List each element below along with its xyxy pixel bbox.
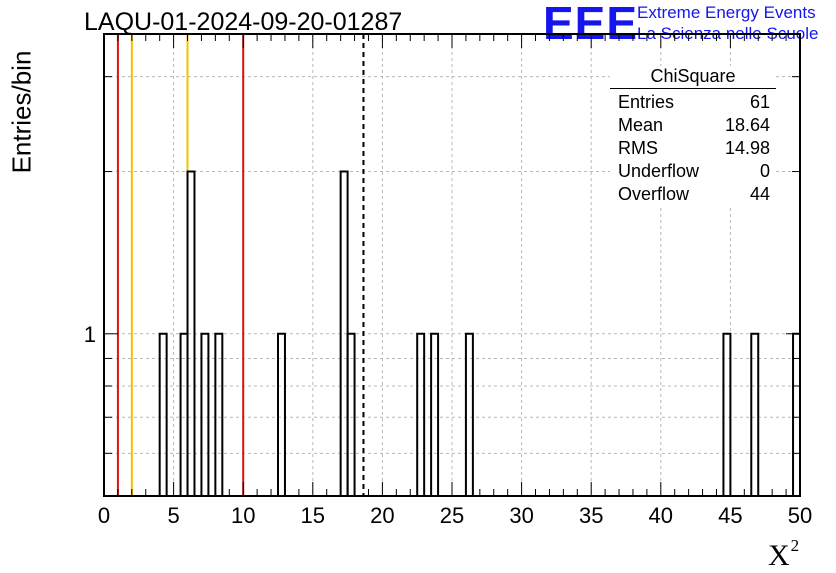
x-tick-label: 10 bbox=[231, 503, 255, 528]
stats-row-entries: Entries 61 bbox=[610, 91, 776, 114]
stats-row-mean: Mean 18.64 bbox=[610, 114, 776, 137]
x-tick-label: 25 bbox=[440, 503, 464, 528]
x-tick-label: 15 bbox=[301, 503, 325, 528]
x-tick-label: 0 bbox=[98, 503, 110, 528]
x-tick-label: 50 bbox=[788, 503, 812, 528]
x-tick-label: 5 bbox=[167, 503, 179, 528]
stats-title: ChiSquare bbox=[610, 66, 776, 89]
stats-row-underflow: Underflow 0 bbox=[610, 160, 776, 183]
y-tick-label: 1 bbox=[84, 322, 96, 347]
x-tick-label: 30 bbox=[509, 503, 533, 528]
x-tick-label: 45 bbox=[718, 503, 742, 528]
x-tick-label: 35 bbox=[579, 503, 603, 528]
stats-box: ChiSquare Entries 61 Mean 18.64 RMS 14.98 U… bbox=[610, 66, 776, 206]
stats-row-overflow: Overflow 44 bbox=[610, 183, 776, 206]
x-tick-label: 20 bbox=[370, 503, 394, 528]
x-tick-label: 40 bbox=[649, 503, 673, 528]
stats-row-rms: RMS 14.98 bbox=[610, 137, 776, 160]
